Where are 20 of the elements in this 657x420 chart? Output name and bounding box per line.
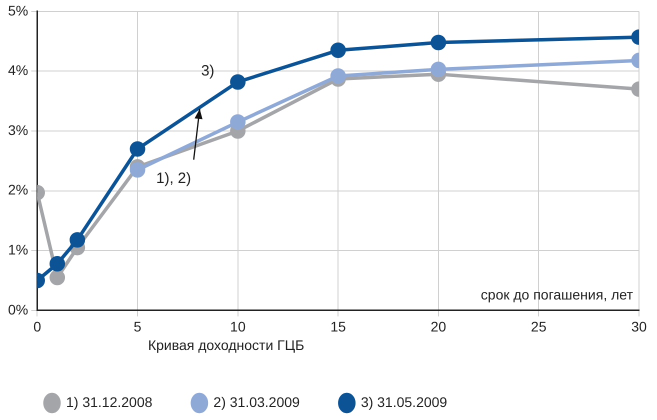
legend-label: 1) 31.12.2008 <box>66 394 153 410</box>
y-tick-label: 0% <box>8 301 28 318</box>
y-tick-label: 5% <box>8 2 28 18</box>
y-tick-label: 4% <box>8 62 28 78</box>
x-tick-label: 0 <box>33 318 42 335</box>
y-tick-label: 3% <box>8 122 28 138</box>
x-tick-label: 5 <box>134 318 142 335</box>
y-tick-label: 1% <box>8 241 28 258</box>
x-axis-title: срок до погашения, лет <box>480 286 634 302</box>
x-tick-label: 20 <box>430 318 446 335</box>
legend-label: 2) 31.03.2009 <box>213 394 300 410</box>
x-tick-label: 30 <box>631 318 647 335</box>
legend-label: 3) 31.05.2009 <box>360 394 448 410</box>
x-tick-label: 25 <box>530 318 547 335</box>
y-tick-label: 2% <box>8 182 28 198</box>
x-tick-label: 15 <box>330 318 346 335</box>
annotation: 1), 2) <box>156 170 192 187</box>
legend-title: Кривая доходности ГЦБ <box>148 337 304 354</box>
x-tick-label: 10 <box>230 318 246 335</box>
annotation: 3) <box>201 62 214 80</box>
